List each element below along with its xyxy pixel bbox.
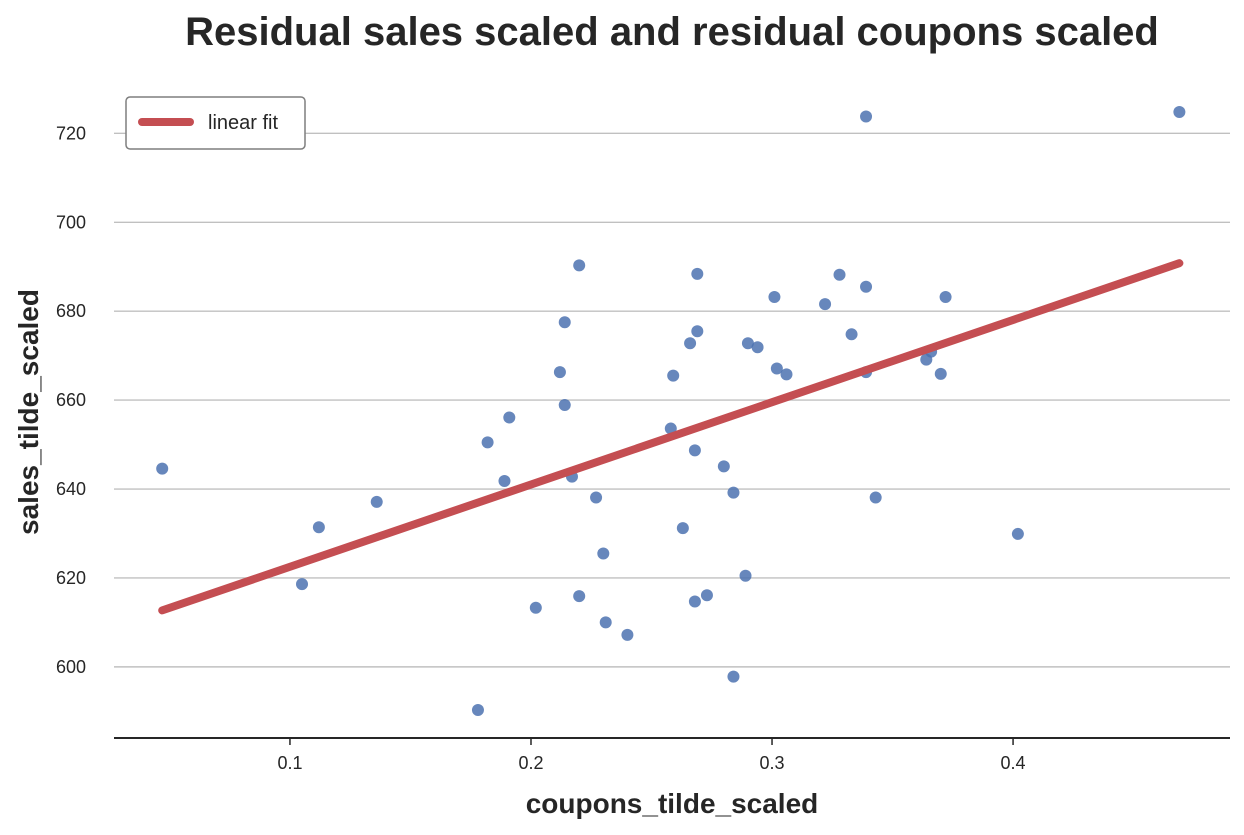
data-points <box>156 106 1185 716</box>
y-tick-label-720: 720 <box>56 123 86 143</box>
legend: linear fit <box>126 97 305 149</box>
x-tick-label-0.1: 0.1 <box>277 753 302 773</box>
data-point-46 <box>935 368 947 380</box>
data-point-24 <box>689 596 701 608</box>
data-point-4 <box>472 704 484 716</box>
y-tick-label-640: 640 <box>56 479 86 499</box>
data-point-27 <box>701 589 713 601</box>
data-point-6 <box>498 475 510 487</box>
data-point-41 <box>860 281 872 293</box>
data-point-33 <box>752 341 764 353</box>
y-tick-label-620: 620 <box>56 568 86 588</box>
data-point-3 <box>371 496 383 508</box>
y-axis-label: sales_tilde_scaled <box>13 289 44 535</box>
data-point-8 <box>530 602 542 614</box>
data-point-21 <box>677 522 689 534</box>
data-point-39 <box>846 328 858 340</box>
data-point-23 <box>689 444 701 456</box>
data-point-47 <box>940 291 952 303</box>
x-axis-ticks: 0.1 0.2 0.3 0.4 <box>277 738 1025 773</box>
x-tick-label-0.2: 0.2 <box>518 753 543 773</box>
data-point-11 <box>559 316 571 328</box>
data-point-26 <box>691 325 703 337</box>
y-tick-label-660: 660 <box>56 390 86 410</box>
data-point-5 <box>482 436 494 448</box>
y-tick-label-700: 700 <box>56 212 86 232</box>
data-point-38 <box>834 269 846 281</box>
data-point-29 <box>727 671 739 683</box>
data-point-15 <box>590 491 602 503</box>
data-point-0 <box>156 463 168 475</box>
data-point-1 <box>296 578 308 590</box>
data-point-13 <box>573 590 585 602</box>
data-point-43 <box>870 491 882 503</box>
y-tick-label-600: 600 <box>56 657 86 677</box>
x-tick-label-0.4: 0.4 <box>1001 753 1026 773</box>
data-point-16 <box>597 547 609 559</box>
data-point-9 <box>554 366 566 378</box>
data-point-48 <box>1012 528 1024 540</box>
data-point-14 <box>573 259 585 271</box>
data-point-18 <box>621 629 633 641</box>
y-axis-ticks: 600 620 640 660 680 700 720 <box>56 123 86 677</box>
data-point-40 <box>860 110 872 122</box>
data-point-22 <box>684 337 696 349</box>
data-point-20 <box>667 370 679 382</box>
data-point-17 <box>600 616 612 628</box>
data-point-30 <box>727 487 739 499</box>
data-point-10 <box>559 399 571 411</box>
data-point-2 <box>313 521 325 533</box>
data-point-7 <box>503 411 515 423</box>
data-point-28 <box>718 460 730 472</box>
data-point-25 <box>691 268 703 280</box>
data-point-37 <box>819 298 831 310</box>
x-tick-label-0.3: 0.3 <box>760 753 785 773</box>
chart-title: Residual sales scaled and residual coupo… <box>185 10 1159 54</box>
data-point-31 <box>740 570 752 582</box>
linear-fit-line <box>162 263 1179 610</box>
x-axis-label: coupons_tilde_scaled <box>526 788 819 819</box>
y-tick-label-680: 680 <box>56 301 86 321</box>
data-point-34 <box>768 291 780 303</box>
data-point-49 <box>1173 106 1185 118</box>
grid-lines <box>114 133 1230 667</box>
legend-label-linear-fit: linear fit <box>208 112 278 134</box>
data-point-36 <box>780 368 792 380</box>
